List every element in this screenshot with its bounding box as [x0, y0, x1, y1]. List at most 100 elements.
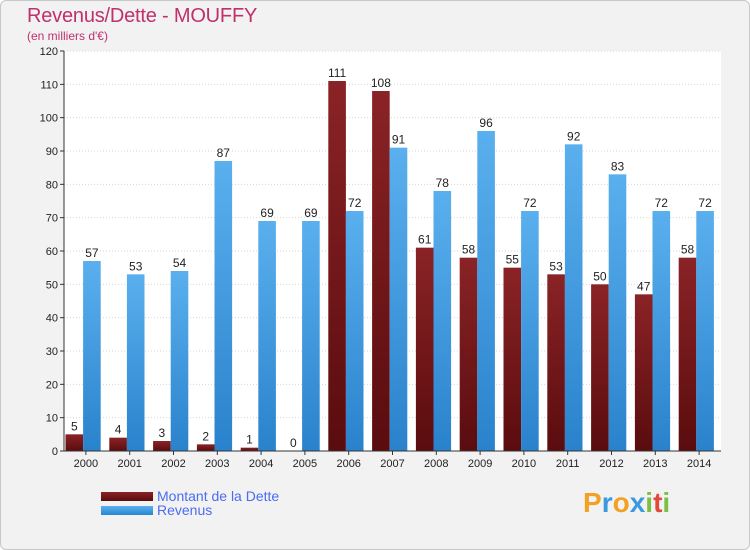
data-label-revenus: 92 — [567, 129, 581, 143]
y-tick-label: 20 — [46, 379, 58, 391]
x-tick-label: 2010 — [512, 458, 536, 470]
bar-dette — [415, 247, 434, 451]
data-label-revenus: 69 — [304, 206, 318, 220]
data-label-revenus: 96 — [479, 116, 493, 130]
x-tick-label: 2008 — [424, 458, 448, 470]
logo-letter: P — [583, 487, 602, 518]
bar-dette — [459, 257, 478, 451]
bar-dette — [196, 444, 215, 451]
data-label-revenus: 72 — [523, 196, 537, 210]
data-label-revenus: 91 — [392, 133, 406, 147]
bar-dette — [328, 81, 346, 451]
bar-dette — [678, 257, 697, 451]
data-label-revenus: 72 — [655, 196, 669, 210]
data-label-dette: 50 — [593, 269, 607, 283]
x-tick-label: 2005 — [293, 458, 317, 470]
bar-revenus — [477, 131, 495, 451]
bars: 5 57 4 53 3 54 2 87 1 69 0 69 111 72 108 91 61 78 58 96 55 72… — [65, 66, 714, 452]
data-label-dette: 5 — [71, 419, 78, 433]
data-label-dette: 58 — [462, 243, 476, 257]
legend-label-revenus: Revenus — [157, 502, 213, 518]
bar-dette — [503, 267, 522, 451]
x-tick-label: 2011 — [556, 458, 580, 470]
bar-revenus — [652, 211, 671, 451]
bar-revenus — [345, 211, 364, 451]
y-tick-label: 120 — [40, 46, 58, 58]
proxiti-logo: Proxiti — [583, 487, 670, 519]
bar-dette — [634, 294, 653, 451]
data-label-dette: 108 — [371, 76, 391, 90]
x-axis: 2000 2001 2002 2003 2004 2005 2006 2007 2008 2009… — [64, 450, 721, 470]
bar-dette — [153, 441, 171, 451]
data-label-dette: 2 — [202, 429, 209, 443]
x-tick-label: 2013 — [643, 458, 667, 470]
bar-revenus — [564, 144, 583, 452]
bar-revenus — [83, 261, 101, 451]
bar-revenus — [433, 191, 452, 451]
y-tick-label: 60 — [46, 246, 58, 258]
chart-title: Revenus/Dette - MOUFFY — [27, 5, 258, 27]
data-label-revenus: 72 — [698, 196, 712, 210]
bar-revenus — [126, 274, 145, 451]
data-label-revenus: 57 — [85, 246, 99, 260]
bar-dette — [109, 437, 127, 451]
bar-revenus — [302, 221, 320, 451]
bar-revenus — [170, 271, 189, 451]
x-tick-label: 2003 — [205, 458, 229, 470]
data-label-dette: 0 — [290, 436, 297, 450]
x-tick-label: 2012 — [599, 458, 623, 470]
y-tick-label: 80 — [46, 179, 58, 191]
y-tick-label: 0 — [52, 446, 58, 458]
data-label-revenus: 53 — [129, 259, 143, 273]
bar-revenus — [389, 147, 408, 451]
bar-revenus — [608, 174, 627, 452]
chart-subtitle: (en milliers d'€) — [27, 29, 108, 43]
data-label-dette: 1 — [246, 433, 253, 447]
data-label-dette: 55 — [506, 253, 520, 267]
y-axis: 0 10 20 30 40 50 60 70 80 90 100 110 120 — [40, 46, 65, 458]
bar-dette — [591, 284, 609, 451]
legend-label-dette: Montant de la Dette — [157, 488, 280, 504]
y-tick-label: 100 — [40, 113, 58, 125]
data-label-dette: 111 — [328, 66, 347, 80]
bar-revenus — [214, 161, 233, 451]
x-tick-label: 2009 — [468, 458, 492, 470]
data-label-revenus: 54 — [173, 256, 187, 270]
legend-swatch-revenus — [101, 506, 153, 515]
y-tick-label: 10 — [46, 413, 58, 425]
data-label-dette: 53 — [549, 259, 563, 273]
y-tick-label: 90 — [46, 146, 58, 158]
data-label-revenus: 83 — [611, 159, 625, 173]
x-tick-label: 2014 — [687, 458, 711, 470]
x-tick-label: 2002 — [161, 458, 185, 470]
data-label-dette: 58 — [681, 243, 695, 257]
data-label-dette: 3 — [159, 426, 166, 440]
bar-revenus — [696, 211, 714, 451]
y-tick-label: 110 — [40, 79, 58, 91]
logo-letter: x — [629, 487, 646, 518]
logo-letter: i — [645, 487, 654, 518]
bar-revenus — [258, 221, 276, 451]
logo-letter: t — [653, 487, 663, 518]
bar-dette — [372, 91, 390, 451]
y-tick-label: 50 — [46, 279, 58, 291]
data-label-dette: 47 — [637, 279, 651, 293]
x-tick-label: 2006 — [336, 458, 360, 470]
x-tick-label: 2004 — [249, 458, 273, 470]
bar-dette — [547, 274, 565, 451]
x-tick-label: 2007 — [380, 458, 404, 470]
data-label-revenus: 69 — [260, 206, 274, 220]
data-label-revenus: 72 — [348, 196, 362, 210]
bar-dette — [240, 447, 259, 451]
bar-revenus — [521, 211, 539, 451]
bar-dette — [65, 434, 84, 451]
data-label-dette: 61 — [418, 233, 432, 247]
logo-letter: o — [612, 487, 630, 518]
logo-letter: r — [601, 487, 613, 518]
data-label-revenus: 87 — [217, 146, 231, 160]
x-tick-label: 2000 — [74, 458, 98, 470]
data-label-dette: 4 — [115, 423, 122, 437]
legend-swatch-dette — [101, 492, 153, 501]
